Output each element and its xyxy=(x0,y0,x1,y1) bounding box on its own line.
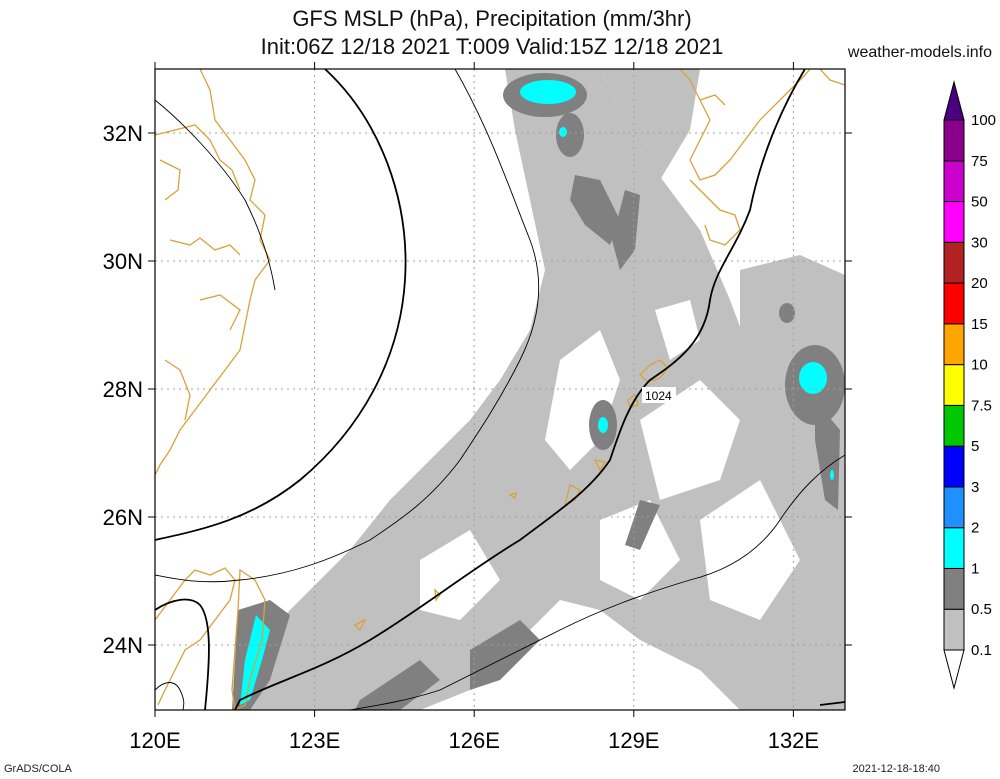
legend-lower-arrow xyxy=(943,649,965,690)
legend-swatch xyxy=(943,364,965,406)
coastline-fujian xyxy=(155,567,236,706)
footer-software: GrADS/COLA xyxy=(4,763,72,775)
map-subtitle: Init:06Z 12/18 2021 T:009 Valid:15Z 12/1… xyxy=(260,34,724,59)
legend-label: 0.1 xyxy=(971,642,992,659)
precip-legend: 0.1 0.5 1 2 3 5 7.5 10 15 20 30 50 75 100 xyxy=(943,80,996,690)
lon-label: 129E xyxy=(608,728,659,753)
coastline-china-detail xyxy=(155,124,241,421)
lon-label: 123E xyxy=(289,728,340,753)
isobar-thick-3 xyxy=(155,598,210,710)
legend-swatch xyxy=(943,486,965,529)
precip-heavy-blob-2 xyxy=(559,127,567,137)
precip-gap-5 xyxy=(420,530,500,620)
precip-heavy-blob-1 xyxy=(520,80,576,104)
legend-swatch xyxy=(943,404,965,447)
precip-medium-blob-2 xyxy=(556,113,584,157)
coastline-taiwan xyxy=(231,568,266,710)
legend-swatch xyxy=(943,608,965,651)
legend-swatch xyxy=(943,119,965,162)
precip-heavy-blob-3 xyxy=(598,417,608,433)
legend-label: 15 xyxy=(971,316,988,333)
isobar-thick-1 xyxy=(155,69,407,541)
axis-ticks xyxy=(148,62,852,717)
legend-swatch xyxy=(943,160,965,203)
precip-gap-4 xyxy=(700,480,800,620)
lon-label: 132E xyxy=(768,728,819,753)
legend-label: 20 xyxy=(971,275,988,292)
legend-swatch xyxy=(943,323,965,366)
precip-heavy-blob-4 xyxy=(799,362,827,394)
lat-label: 30N xyxy=(103,249,143,274)
precip-medium-blob-8 xyxy=(779,303,795,323)
legend-label: 10 xyxy=(971,357,988,374)
lat-label: 24N xyxy=(103,633,143,658)
precip-gap-6 xyxy=(655,300,700,360)
legend-label: 100 xyxy=(971,112,996,129)
legend-label: 1 xyxy=(971,560,979,577)
map-title: GFS MSLP (hPa), Precipitation (mm/3hr) xyxy=(292,6,692,31)
lat-label: 28N xyxy=(103,377,143,402)
legend-swatch xyxy=(943,201,965,243)
legend-label: 30 xyxy=(971,234,988,251)
coastline-korea-detail xyxy=(699,69,845,106)
legend-upper-arrow xyxy=(943,80,965,121)
precip-medium-blob-10 xyxy=(355,660,440,710)
precip-medium-blob-11 xyxy=(470,620,540,690)
legend-label: 7.5 xyxy=(971,397,992,414)
lon-label: 120E xyxy=(129,728,180,753)
credit-text: weather-models.info xyxy=(847,44,992,61)
isobar-thin-2 xyxy=(349,454,845,710)
legend-swatch xyxy=(943,567,965,610)
isobar-thick-2 xyxy=(234,69,806,710)
precip-gap-7 xyxy=(370,475,395,495)
isobar-thick-4 xyxy=(819,701,845,706)
legend-swatch xyxy=(943,282,965,325)
coastline-china xyxy=(155,69,271,476)
isobar-label: 1024 xyxy=(645,389,672,403)
legend-swatch xyxy=(943,527,965,569)
precip-gap-2 xyxy=(640,380,740,500)
precip-band-north xyxy=(600,69,700,180)
isobar-thin-3 xyxy=(155,99,276,291)
legend-label: 0.5 xyxy=(971,601,992,618)
isobar-label-background xyxy=(642,387,676,403)
legend-label: 75 xyxy=(971,153,988,170)
coastline-kyushu xyxy=(689,179,741,246)
isobar-thin-1 xyxy=(155,69,540,583)
precip-medium-blob-7 xyxy=(815,400,840,510)
isobar-layer xyxy=(155,69,845,710)
lat-label: 32N xyxy=(103,121,143,146)
precip-heavy-blob-5 xyxy=(830,470,834,480)
lat-label: 26N xyxy=(103,505,143,530)
lon-label: 126E xyxy=(449,728,500,753)
legend-swatch xyxy=(943,241,965,284)
precip-medium-blob-3 xyxy=(570,175,620,245)
legend-label: 50 xyxy=(971,194,988,211)
precip-medium-blob-4 xyxy=(612,190,640,270)
lat-labels: 32N 30N 28N 26N 24N xyxy=(103,121,143,658)
legend-label: 3 xyxy=(971,479,979,496)
legend-label: 2 xyxy=(971,520,979,537)
map-area: 1024 xyxy=(155,69,845,710)
coastline-korea-japan xyxy=(679,69,811,181)
legend-swatch xyxy=(943,445,965,488)
legend-label: 5 xyxy=(971,438,979,455)
coastline-layer xyxy=(155,69,845,710)
footer-timestamp: 2021-12-18-18:40 xyxy=(852,763,940,775)
lon-labels: 120E 123E 126E 129E 132E xyxy=(129,728,819,753)
isobar-thin-4 xyxy=(155,682,185,710)
